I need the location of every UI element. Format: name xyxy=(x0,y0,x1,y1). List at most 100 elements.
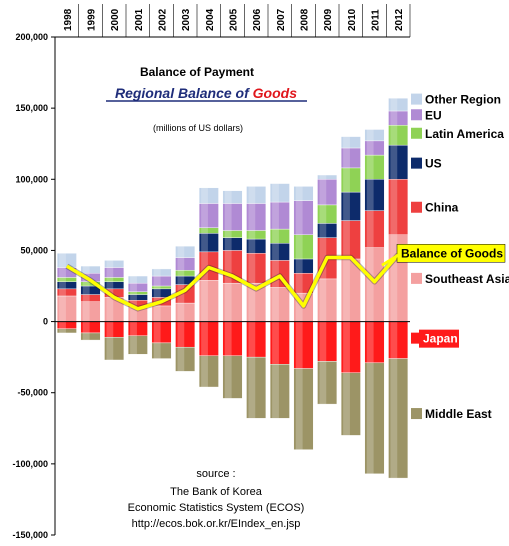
bar-us-2000-gloss xyxy=(106,281,114,289)
bar-japan-2012-gloss xyxy=(390,321,398,359)
legend-label-eu: EU xyxy=(425,108,442,122)
bar-us-2011-gloss xyxy=(366,179,374,211)
bar-eu-2012-gloss xyxy=(390,110,398,126)
x-tick-label: 2003 xyxy=(181,8,192,31)
bar-other-region-2010-gloss xyxy=(343,136,350,148)
bar-latin-america-2011-gloss xyxy=(366,155,374,180)
bar-middle-east-2003 xyxy=(175,346,196,372)
bar-other-region-2011-gloss xyxy=(366,129,374,141)
x-tick-label: 2000 xyxy=(110,8,121,31)
bar-other-region-2009-gloss xyxy=(319,175,327,180)
legend-swatch-other-region xyxy=(411,93,422,105)
bar-middle-east-2009-gloss xyxy=(319,361,327,405)
x-tick-label: 2011 xyxy=(371,9,382,31)
x-tick-label: 2012 xyxy=(394,8,405,31)
legend-label-southeast-asia: Southeast Asia xyxy=(425,272,509,286)
x-tick-label: 2010 xyxy=(347,8,358,31)
bar-eu-2003-gloss xyxy=(177,257,185,271)
bar-latin-america-2008-gloss xyxy=(295,234,303,259)
x-tick-label: 2002 xyxy=(158,8,169,31)
legend-swatch-eu xyxy=(411,109,422,121)
bar-us-2009-gloss xyxy=(319,223,327,238)
bar-middle-east-2010-gloss xyxy=(343,372,350,436)
x-tick-label: 2005 xyxy=(229,8,240,31)
source-note: source : The Bank of Korea Economic Stat… xyxy=(128,468,305,530)
bar-southeast-asia-2009-gloss xyxy=(319,278,327,322)
bar-china-1998-gloss xyxy=(59,288,66,296)
bar-japan-2001-gloss xyxy=(130,321,137,336)
bar-middle-east-2006-gloss xyxy=(248,357,256,419)
bar-china-1999-gloss xyxy=(82,294,90,302)
bar-japan-2010-gloss xyxy=(343,321,350,373)
bar-middle-east-2011 xyxy=(364,362,385,475)
y-tick-label: 150,000 xyxy=(15,103,48,113)
bar-other-region-2002 xyxy=(151,268,172,277)
bar-southeast-asia-2000-gloss xyxy=(106,297,114,322)
bar-southeast-asia-2006-gloss xyxy=(248,283,256,322)
legend-label-us: US xyxy=(425,157,442,171)
bar-other-region-1999-gloss xyxy=(82,266,90,274)
bar-other-region-2007-gloss xyxy=(272,183,279,203)
bar-eu-1998-gloss xyxy=(59,267,66,278)
legend-label-middle-east: Middle East xyxy=(425,407,492,421)
bar-china-2007-gloss xyxy=(272,260,279,288)
bar-latin-america-2010-gloss xyxy=(343,167,350,193)
bar-latin-america-2007-gloss xyxy=(272,229,279,244)
legend-swatch-us xyxy=(411,157,422,169)
bar-middle-east-2007-gloss xyxy=(272,364,279,419)
y-tick-label: 200,000 xyxy=(15,32,48,42)
bar-latin-america-1999-gloss xyxy=(82,281,90,286)
label-box-balance-of-goods xyxy=(396,244,506,263)
bar-other-region-2006-gloss xyxy=(248,186,256,204)
bar-latin-america-2005-gloss xyxy=(224,230,232,238)
bar-other-region-2004-gloss xyxy=(201,187,208,204)
bar-china-2001-gloss xyxy=(130,300,137,308)
source-line: source : xyxy=(196,468,235,480)
bar-us-2007-gloss xyxy=(272,243,279,261)
chart-subtitle: Regional Balance of Goods xyxy=(115,85,297,101)
legend-label-japan: Japan xyxy=(423,332,458,346)
bar-other-region-2007 xyxy=(269,183,290,203)
bar-middle-east-2006 xyxy=(246,356,267,419)
bar-other-region-2004 xyxy=(198,187,219,204)
bar-us-1999-gloss xyxy=(82,286,90,295)
subtitle-prefix: Regional Balance of xyxy=(115,85,253,101)
bar-southeast-asia-2001-gloss xyxy=(130,307,137,322)
bar-southeast-asia-1999-gloss xyxy=(82,301,90,322)
legend-label-balance-of-goods: Balance of Goods xyxy=(401,246,503,260)
bar-eu-2000-gloss xyxy=(106,267,114,278)
x-tick-label: 1998 xyxy=(63,8,74,31)
label-box-japan xyxy=(419,329,459,348)
bar-japan-2000-gloss xyxy=(106,321,114,338)
bar-southeast-asia-2012-gloss xyxy=(390,234,398,322)
bar-us-1998-gloss xyxy=(59,281,66,289)
bar-other-region-2005 xyxy=(222,190,243,204)
bar-japan-2005-gloss xyxy=(224,321,232,356)
bar-eu-2002-gloss xyxy=(153,276,161,286)
bar-middle-east-2012 xyxy=(388,358,409,479)
bar-us-2004-gloss xyxy=(201,233,208,252)
bar-china-2008-gloss xyxy=(295,273,303,294)
bar-middle-east-2011-gloss xyxy=(366,362,374,474)
legend-swatch-southeast-asia xyxy=(411,272,422,284)
bar-eu-2006-gloss xyxy=(248,203,256,231)
bar-us-2005-gloss xyxy=(224,237,232,251)
subtitle-highlight: Goods xyxy=(253,85,298,101)
bar-southeast-asia-2004-gloss xyxy=(201,280,208,322)
bar-middle-east-2004 xyxy=(198,355,219,388)
bar-japan-2004-gloss xyxy=(201,321,208,356)
legend-swatch-china xyxy=(411,201,422,213)
bar-eu-2011-gloss xyxy=(366,140,374,156)
bar-china-2004-gloss xyxy=(201,251,208,281)
bar-china-2006-gloss xyxy=(248,253,256,284)
bar-other-region-2009 xyxy=(317,174,338,180)
legend-label-china: China xyxy=(425,201,459,215)
bar-southeast-asia-2011-gloss xyxy=(366,247,374,322)
bar-middle-east-2002-gloss xyxy=(153,342,161,359)
bar-other-region-2006 xyxy=(246,186,267,204)
bar-japan-2006-gloss xyxy=(248,321,256,358)
x-tick-label: 2004 xyxy=(205,8,216,31)
bar-middle-east-2012-gloss xyxy=(390,358,398,479)
bar-southeast-asia-2007-gloss xyxy=(272,287,279,322)
